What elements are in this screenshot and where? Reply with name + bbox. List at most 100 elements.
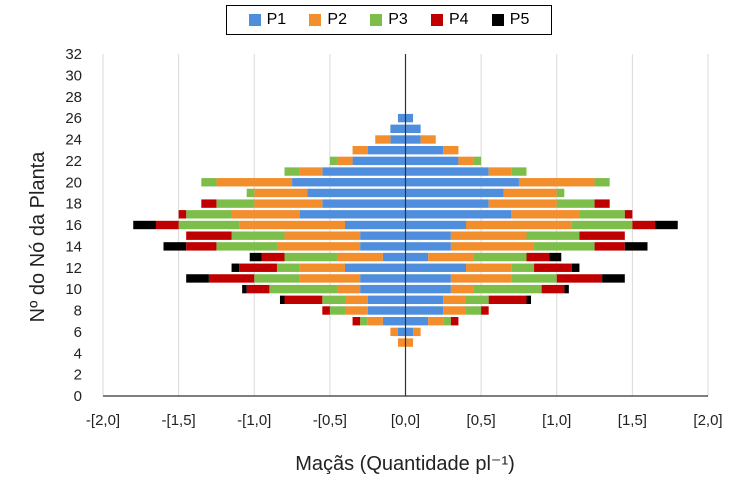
bar-node-21-p3-right [511,167,527,176]
bar-node-18-p4-right [594,199,610,208]
y-axis-title: Nº do Nó da Planta [27,151,49,323]
legend-item-p5: P5 [491,11,529,29]
bar-node-17-p3-left [186,210,232,219]
y-tick-label-11: 22 [65,153,82,170]
bar-node-19-p2-right [503,188,557,198]
bar-node-11-p3-left [254,274,300,283]
legend-label-p1: P1 [266,11,287,28]
axis-layer [103,54,708,397]
bar-node-11-p1-left [360,274,406,283]
bar-node-15-p1-right [405,231,451,240]
bar-node-18-p4-left [201,199,217,208]
bar-node-22-p2-left [337,156,353,166]
legend: P1 P2 P3 P4 P5 [226,5,552,35]
bar-node-11-p4-left [208,274,255,283]
bar-node-8-p4-right [481,306,489,315]
bar-node-7-p2-left [367,316,383,326]
bar-node-19-p1-left [307,188,406,198]
bar-node-8-p2-right [443,306,466,315]
bar-node-17-p1-right [405,210,512,219]
bar-node-20-p2-right [518,178,595,187]
bar-node-10-p5-left [242,284,247,294]
bar-node-10-p4-right [541,284,565,294]
bar-node-23-p2-right [443,145,459,155]
bar-node-11-p4-right [556,274,603,283]
bar-node-15-p2-right [450,231,527,240]
bar-node-26-p1-right [405,113,414,123]
bar-node-7-p3-right [443,316,451,326]
x-tick-label-5: [0,5] [467,412,496,429]
x-tick-label-6: [1,0] [542,412,571,429]
bar-node-19-p3-left [246,188,255,198]
bar-node-16-p4-left [155,220,179,230]
bar-node-18-p1-left [322,199,406,208]
y-tick-label-9: 18 [65,196,82,213]
bar-node-18-p3-right [556,199,595,208]
legend-item-p2: P2 [309,11,347,29]
bar-node-17-p4-right [624,210,633,219]
bar-node-13-p2-left [337,252,383,262]
bar-node-10-p3-left [269,284,338,294]
bar-node-13-p2-right [428,252,474,262]
y-tick-label-10: 20 [65,174,82,191]
bar-node-12-p5-left [231,263,240,272]
bar-node-20-p1-right [405,178,519,187]
bar-node-13-p3-right [473,252,527,262]
bar-node-12-p3-right [511,263,535,272]
bar-node-17-p2-left [231,210,300,219]
bar-node-13-p5-left [249,252,262,262]
bar-node-9-p3-left [322,295,345,305]
bar-node-6-p1-right [405,327,414,337]
bar-node-14-p5-right [624,242,648,251]
bar-node-15-p4-left [186,231,232,240]
bar-node-16-p3-left [178,220,240,230]
legend-swatch-p3 [370,14,383,26]
bar-node-7-p2-right [428,316,444,326]
y-tick-label-5: 10 [65,281,82,298]
bar-node-10-p5-right [564,284,569,294]
bar-node-7-p1-left [382,316,406,326]
y-tick-label-8: 16 [65,217,82,234]
y-tick-label-4: 8 [74,303,82,320]
bar-node-21-p1-left [322,167,406,176]
bar-node-7-p3-left [360,316,368,326]
y-tick-label-12: 24 [65,132,82,149]
bar-node-21-p1-right [405,167,489,176]
bar-node-12-p1-left [345,263,406,272]
bar-node-9-p4-right [488,295,527,305]
bar-node-23-p1-right [405,145,444,155]
bar-node-22-p3-right [473,156,482,166]
bar-node-8-p4-left [322,306,330,315]
y-tick-label-1: 2 [74,367,82,384]
bar-node-12-p2-left [299,263,345,272]
y-tick-label-0: 0 [74,388,82,405]
x-tick-label-8: [2,0] [693,412,722,429]
bar-node-15-p3-right [526,231,580,240]
bar-node-14-p3-left [216,242,277,251]
y-tick-label-7: 14 [65,238,82,255]
bar-node-9-p1-right [405,295,444,305]
legend-label-p4: P4 [449,11,469,28]
bar-node-10-p2-right [450,284,474,294]
bar-node-13-p4-right [526,252,550,262]
bars-layer [133,113,678,347]
bar-node-20-p1-left [292,178,406,187]
bar-node-11-p5-right [602,274,625,283]
bar-node-23-p2-left [352,145,368,155]
bar-node-9-p4-left [284,295,323,305]
bar-node-17-p2-right [511,210,580,219]
legend-swatch-p4 [431,14,443,26]
y-tick-label-16: 32 [65,46,82,63]
y-tick-label-3: 6 [74,324,82,341]
bar-node-10-p3-right [473,284,542,294]
bar-node-18-p1-right [405,199,489,208]
y-tick-label-2: 4 [74,345,82,362]
bar-node-20-p3-left [201,178,217,187]
y-tick-label-15: 30 [65,67,82,84]
bar-node-15-p4-right [579,231,625,240]
legend-swatch-p5 [491,14,504,26]
y-tick-label-13: 26 [65,110,82,127]
bar-node-22-p2-right [458,156,474,166]
